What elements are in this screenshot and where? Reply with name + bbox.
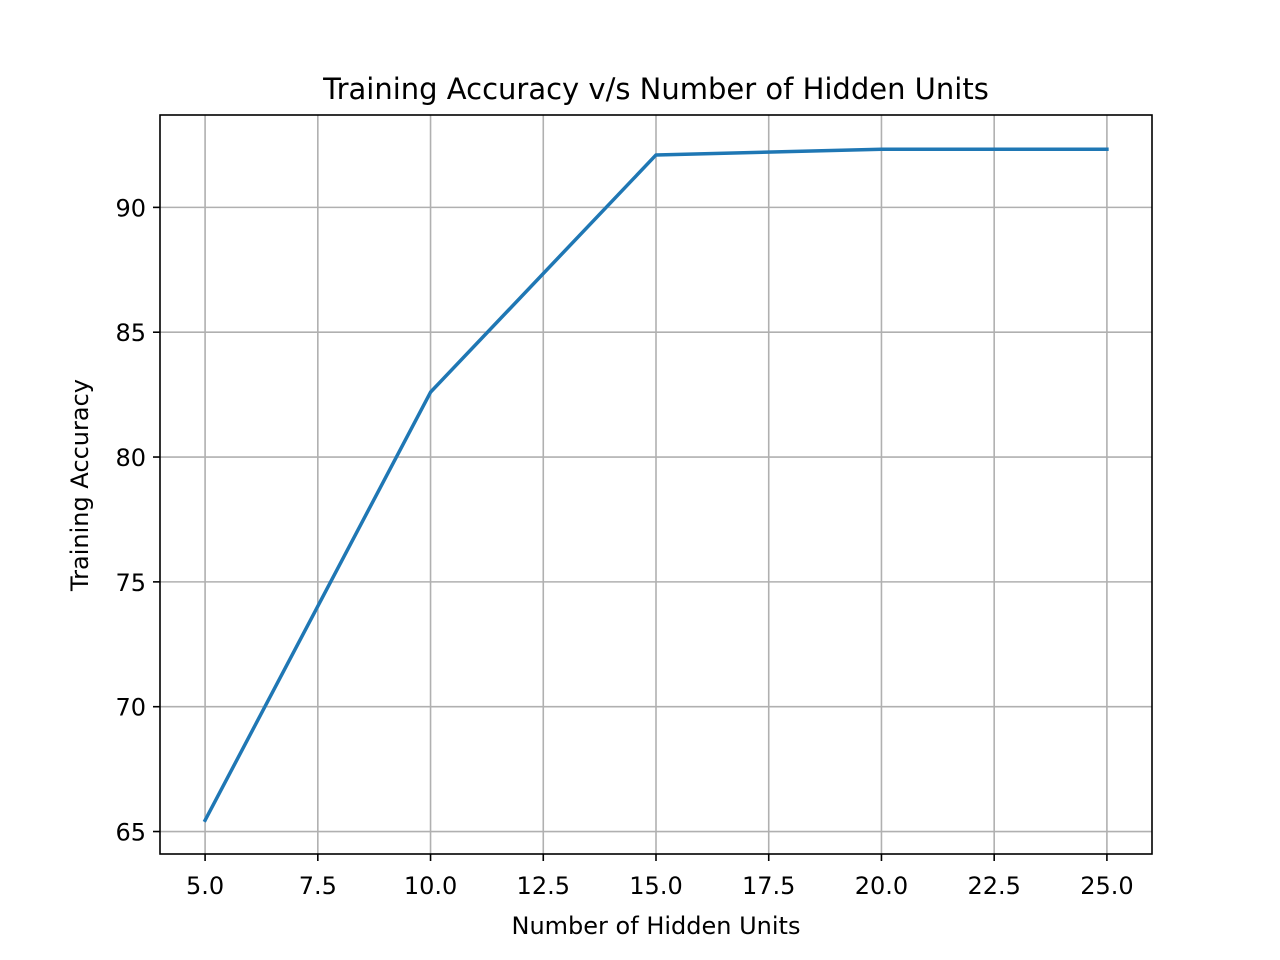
x-tick-label: 25.0: [1080, 872, 1133, 900]
x-tick-label: 12.5: [517, 872, 570, 900]
y-tick-label: 65: [115, 819, 146, 847]
x-axis-label: Number of Hidden Units: [512, 912, 801, 940]
y-tick-label: 90: [115, 194, 146, 222]
x-tick-label: 10.0: [404, 872, 457, 900]
x-tick-label: 17.5: [742, 872, 795, 900]
plot-area: [202, 147, 1109, 823]
y-axis-label: Training Accuracy: [66, 379, 94, 592]
x-tick-label: 22.5: [967, 872, 1020, 900]
y-tick-label: 75: [115, 569, 146, 597]
x-tick-label: 7.5: [299, 872, 337, 900]
chart-title: Training Accuracy v/s Number of Hidden U…: [322, 72, 989, 106]
x-axis: 5.0 7.5 10.0 12.5 15.0 17.5 20.0 22.5 25.0: [186, 854, 1134, 900]
x-tick-label: 20.0: [855, 872, 908, 900]
series-line: [202, 147, 1109, 823]
y-tick-label: 80: [115, 444, 146, 472]
y-axis: 65 70 75 80 85 90: [115, 194, 160, 847]
y-tick-label: 70: [115, 694, 146, 722]
x-tick-label: 15.0: [629, 872, 682, 900]
x-tick-label: 5.0: [186, 872, 224, 900]
y-tick-label: 85: [115, 319, 146, 347]
grid: [160, 115, 1152, 854]
